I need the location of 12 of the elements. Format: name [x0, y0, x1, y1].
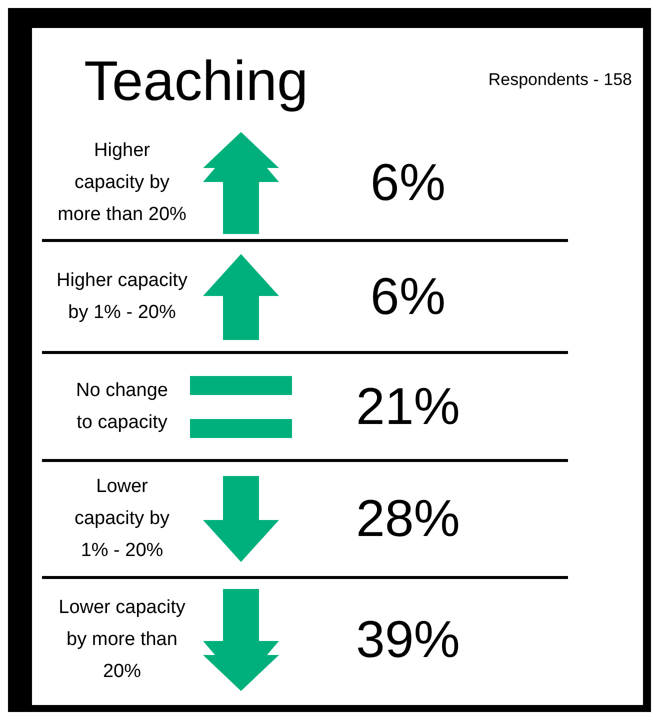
- text: Teaching: [84, 48, 308, 113]
- data-label: 39%: [354, 610, 462, 670]
- category-label: Lower capacity by 1% - 20%: [73, 475, 171, 563]
- data-label: 21%: [354, 377, 462, 437]
- data-label: 28%: [354, 489, 462, 549]
- category-label: Higher capacity by more than 20%: [56, 139, 188, 227]
- category-label: Lower capacity by more than 20%: [58, 596, 186, 684]
- category-label: Higher capacity by 1% - 20%: [56, 268, 188, 324]
- data-label: 6%: [369, 266, 447, 326]
- category-label: No change to capacity: [75, 379, 169, 435]
- data-label: 6%: [369, 153, 447, 213]
- text: Respondents - 158: [488, 70, 632, 90]
